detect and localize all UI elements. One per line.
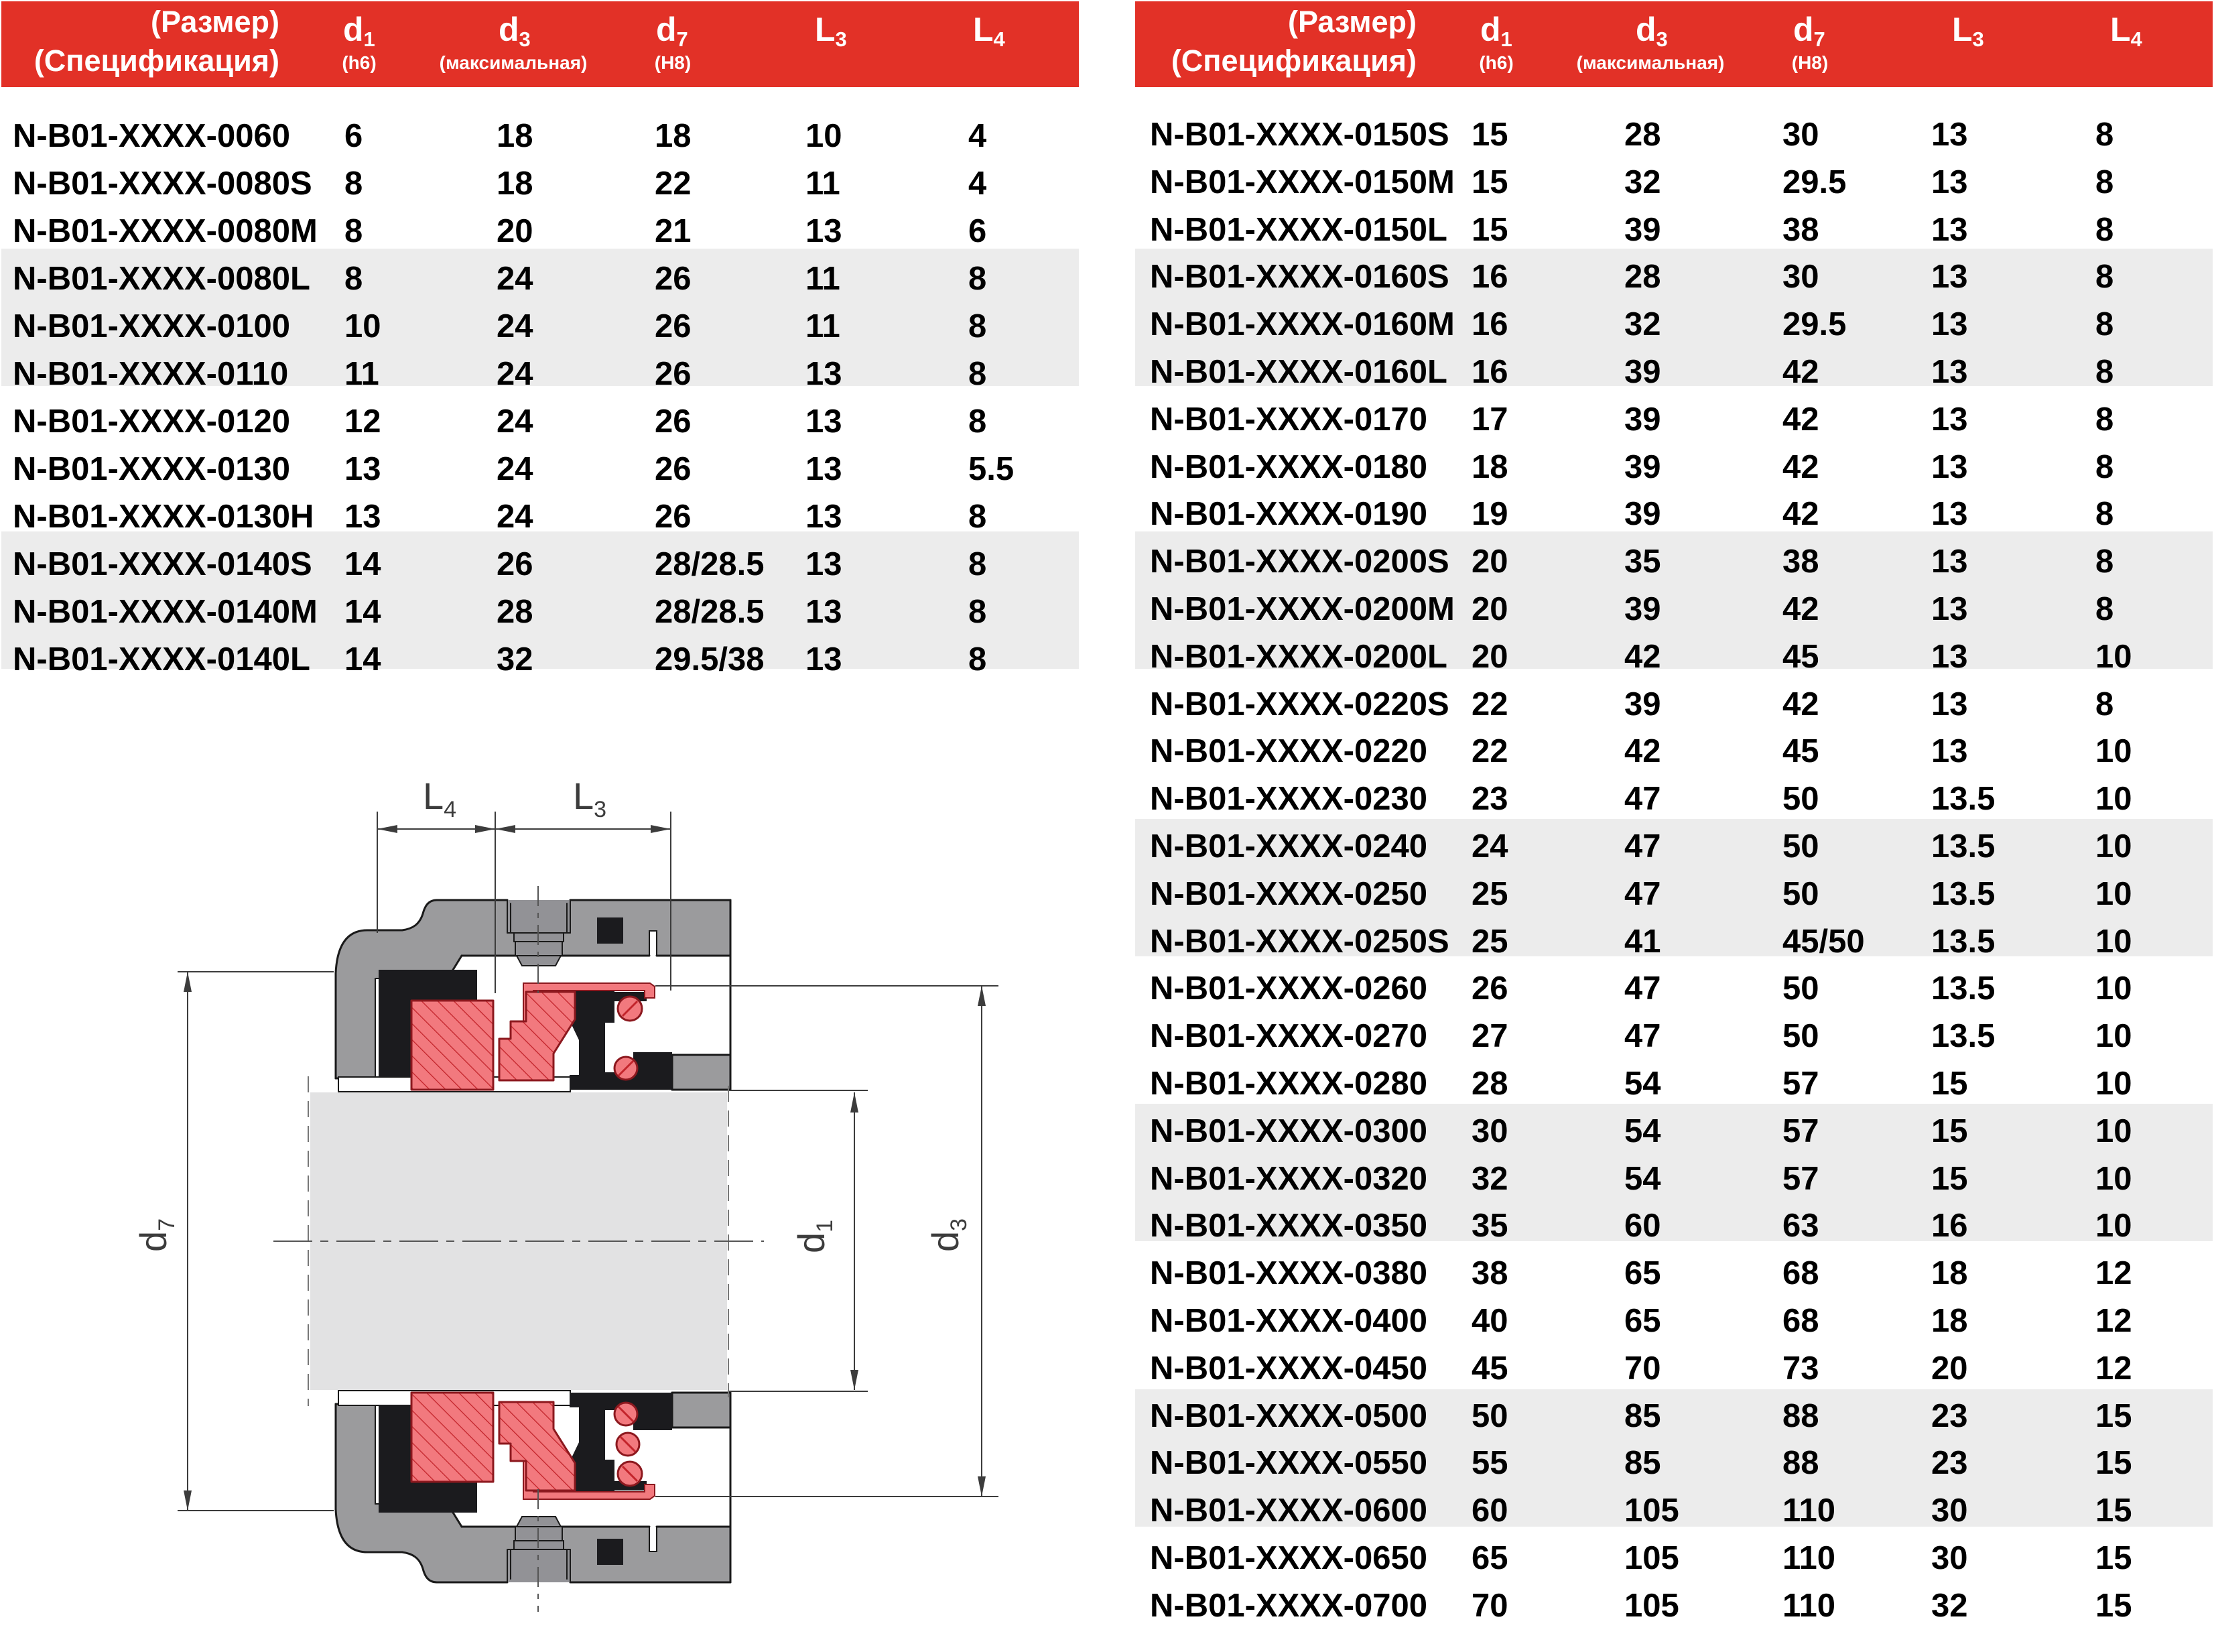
svg-text:L4: L4 xyxy=(423,775,456,822)
svg-text:d7: d7 xyxy=(132,1218,180,1252)
svg-text:L3: L3 xyxy=(573,775,606,822)
svg-text:d3: d3 xyxy=(924,1218,972,1252)
svg-text:d1: d1 xyxy=(790,1220,838,1253)
